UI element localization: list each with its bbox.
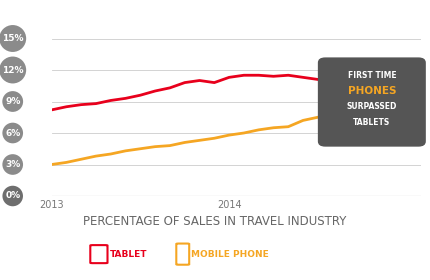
Text: 6%: 6% <box>5 129 20 137</box>
Text: 3%: 3% <box>5 160 20 169</box>
Text: A: A <box>391 17 402 31</box>
Text: 15%: 15% <box>2 34 24 43</box>
FancyBboxPatch shape <box>318 57 426 147</box>
Text: 0%: 0% <box>5 192 20 200</box>
Text: FIRST TIME: FIRST TIME <box>347 71 396 80</box>
Text: 12%: 12% <box>2 66 24 74</box>
Text: 9%: 9% <box>5 97 20 106</box>
Text: PERCENTAGE OF SALES IN TRAVEL INDUSTRY: PERCENTAGE OF SALES IN TRAVEL INDUSTRY <box>83 215 347 228</box>
Text: PHONES: PHONES <box>347 86 396 96</box>
Text: TABLETS: TABLETS <box>353 118 390 127</box>
Text: SURPASSED: SURPASSED <box>347 102 397 111</box>
Text: TABLET: TABLET <box>110 250 147 259</box>
Text: MOBILE PHONE: MOBILE PHONE <box>191 250 269 259</box>
